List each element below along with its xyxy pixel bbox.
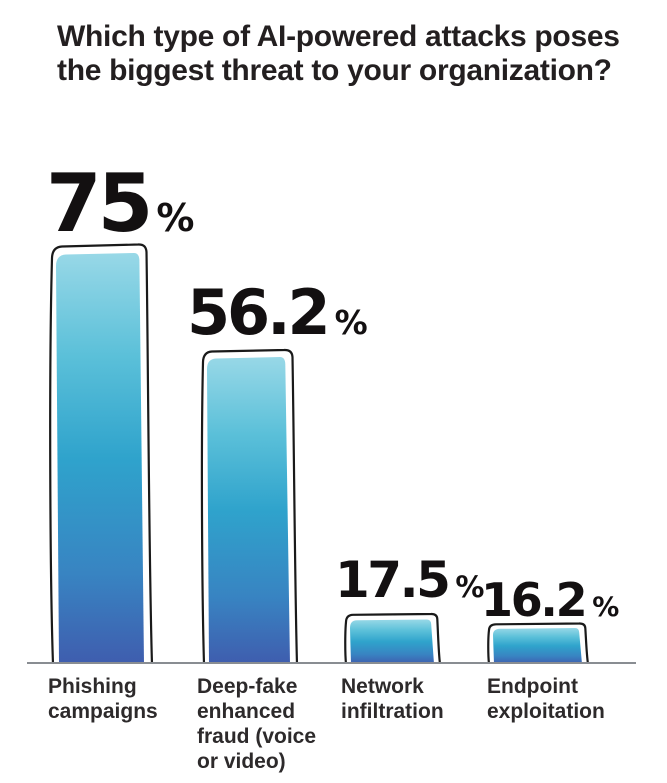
bar-outline xyxy=(487,622,590,664)
bar-outline xyxy=(344,612,442,664)
bar-fill xyxy=(207,357,290,664)
axis-baseline xyxy=(27,662,636,664)
percent-sign: % xyxy=(334,303,368,342)
bar-phishing xyxy=(49,243,154,664)
value-number: 17.5 xyxy=(335,551,451,609)
category-label-endpoint: Endpoint exploitation xyxy=(487,675,605,723)
bar-fill xyxy=(350,619,434,664)
percent-sign: % xyxy=(156,196,195,240)
bar-fill xyxy=(493,628,582,664)
category-label-network: Network infiltration xyxy=(341,675,444,723)
value-label-endpoint: 16.2 % xyxy=(481,577,619,623)
chart-title: Which type of AI-powered attacks poses t… xyxy=(57,20,620,87)
bar-network xyxy=(344,612,442,664)
category-label-phishing: Phishing campaigns xyxy=(48,675,158,723)
category-label-deepfake: Deep-fake enhanced fraud (voice or video… xyxy=(197,675,317,773)
value-number: 75 xyxy=(46,157,153,250)
bar-endpoint xyxy=(487,622,590,664)
bar-deepfake xyxy=(200,348,299,664)
value-label-deepfake: 56.2 % xyxy=(187,282,368,344)
bar-outline xyxy=(49,243,154,664)
bar-fill xyxy=(56,253,144,664)
value-label-phishing: 75 % xyxy=(46,164,194,244)
bar-outline xyxy=(200,348,299,664)
value-label-network: 17.5 % xyxy=(335,555,484,605)
percent-sign: % xyxy=(592,592,620,623)
value-number: 16.2 xyxy=(481,573,588,627)
value-number: 56.2 xyxy=(187,276,331,349)
percent-sign: % xyxy=(455,570,485,604)
